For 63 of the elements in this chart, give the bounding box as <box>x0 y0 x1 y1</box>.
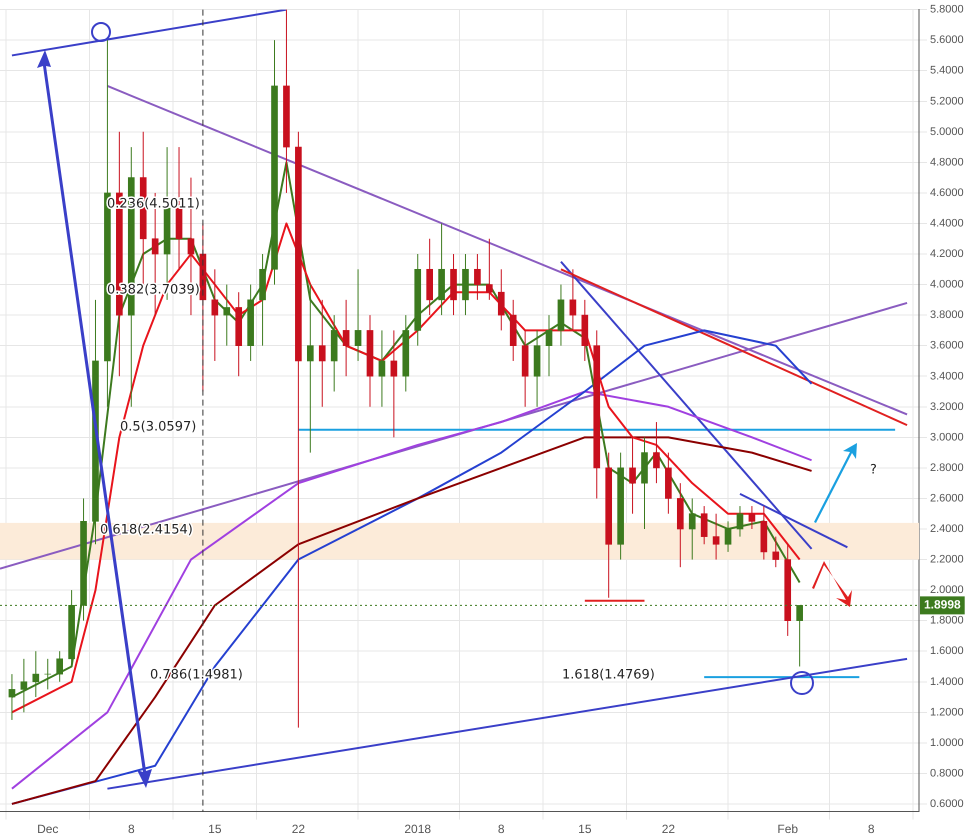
candlestick <box>546 314 552 377</box>
candlestick <box>306 284 314 454</box>
y-tick-label: 0.8000 <box>930 767 964 780</box>
y-tick-label: 3.8000 <box>930 309 964 322</box>
x-tick-label: 2018 <box>404 822 432 836</box>
y-tick-label: 5.8000 <box>930 4 964 16</box>
annotation: 1.618(1.4769) <box>562 667 655 682</box>
y-tick-label: 4.8000 <box>930 156 964 168</box>
x-tick-label: 8 <box>498 822 505 836</box>
candlestick <box>772 536 780 568</box>
candlestick <box>486 238 493 300</box>
x-tick-label: 22 <box>292 822 306 836</box>
x-tick-label: 8 <box>128 822 135 836</box>
y-tick-label: 2.4000 <box>930 523 964 536</box>
x-tick-label: Dec <box>37 822 58 836</box>
y-tick-label: 3.2000 <box>930 400 964 413</box>
x-tick-label: 15 <box>208 822 222 836</box>
y-tick-label: 5.4000 <box>930 64 964 77</box>
y-tick-label: 2.6000 <box>930 492 964 504</box>
candlestick <box>342 299 350 377</box>
ref-line-label: 1.8998 <box>924 598 962 612</box>
y-tick-label: 1.0000 <box>930 736 964 749</box>
y-tick-label: 4.2000 <box>930 248 964 260</box>
y-tick-label: 4.6000 <box>930 186 964 199</box>
y-tick-label: 2.8000 <box>930 462 964 474</box>
x-tick-label: 22 <box>662 822 676 836</box>
candlestick <box>223 284 230 346</box>
y-tick-label: 3.0000 <box>930 431 964 444</box>
candlestick <box>700 506 708 545</box>
y-tick-label: 3.6000 <box>930 340 964 352</box>
y-tick-label: 2.2000 <box>930 554 964 566</box>
candlestick <box>318 299 326 408</box>
x-tick-label: 15 <box>578 822 592 836</box>
candlestick <box>212 268 218 362</box>
candlestick <box>390 330 398 438</box>
candlestick <box>378 330 386 408</box>
y-tick-label: 1.6000 <box>930 645 964 658</box>
y-tick-label: 1.2000 <box>930 706 964 718</box>
x-tick-label: Feb <box>777 822 798 836</box>
y-tick-label: 5.0000 <box>930 126 964 138</box>
y-tick-label: 2.0000 <box>930 584 964 596</box>
candlestick <box>354 268 362 362</box>
y-tick-label: 1.4000 <box>930 676 964 688</box>
candlestick <box>474 254 481 300</box>
y-tick-label: 5.2000 <box>930 95 964 108</box>
candlestick <box>748 506 756 530</box>
candlestick <box>736 506 744 538</box>
y-tick-label: 4.4000 <box>930 218 964 230</box>
candlestick <box>629 436 636 514</box>
y-tick-label: 4.0000 <box>930 278 964 291</box>
candlestick <box>724 520 732 552</box>
candlestick <box>653 422 660 484</box>
annotation: ? <box>870 462 877 478</box>
y-tick-label: 0.6000 <box>930 798 964 810</box>
candlestick <box>570 268 576 331</box>
y-tick-label: 5.6000 <box>930 34 964 46</box>
candlestick <box>712 513 720 560</box>
candlestick <box>56 650 64 682</box>
candlestick <box>498 268 505 331</box>
x-tick-label: 8 <box>868 822 875 836</box>
y-tick-label: 3.4000 <box>930 370 964 382</box>
candlestick <box>688 498 696 560</box>
y-tick-label: 1.8000 <box>930 614 964 627</box>
